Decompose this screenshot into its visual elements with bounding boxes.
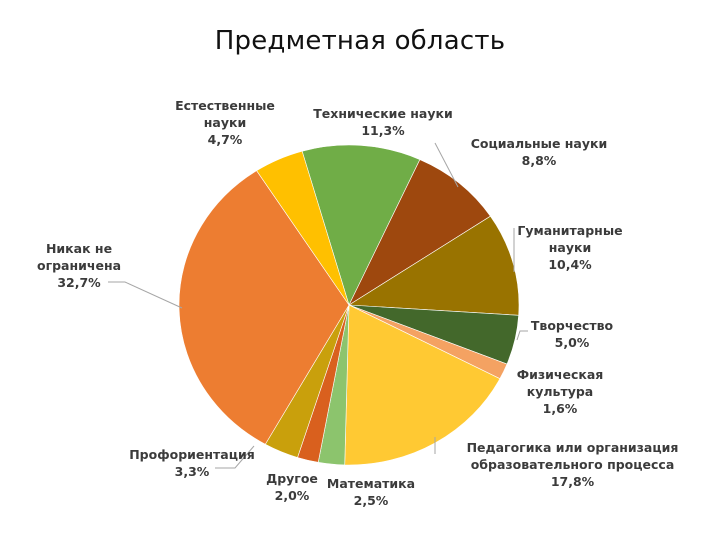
- label-value: 4,7%: [207, 132, 243, 147]
- label-text: ограничена: [36, 258, 122, 273]
- pie-slice: [301, 144, 421, 306]
- label-value: 11,3%: [361, 123, 405, 138]
- chart-title: Предметная область: [214, 26, 506, 56]
- pie-slices: [178, 144, 520, 466]
- label-math: Математика 2,5%: [316, 475, 426, 509]
- label-text: Другое: [266, 471, 318, 486]
- leader-line-career: [215, 445, 255, 469]
- label-value: 5,0%: [554, 335, 590, 350]
- label-text: Никак не: [45, 241, 113, 256]
- label-text: культура: [526, 384, 594, 399]
- pie-slice: [348, 159, 491, 306]
- label-physical: Физическая культура 1,6%: [510, 366, 610, 417]
- label-pedagogy: Педагогика или организация образовательн…: [460, 439, 685, 490]
- label-social: Социальные науки 8,8%: [464, 135, 614, 169]
- leader-line-social: [434, 142, 459, 188]
- label-text: Профориентация: [129, 447, 255, 462]
- label-text: образовательного процесса: [470, 457, 675, 472]
- label-text: Творчество: [530, 318, 614, 333]
- label-text: Математика: [326, 476, 416, 491]
- label-value: 17,8%: [550, 474, 595, 489]
- label-text: Педагогика или организация: [466, 440, 679, 455]
- label-technical: Технические науки 11,3%: [303, 105, 463, 139]
- leader-line-unlimited: [108, 281, 183, 309]
- label-text: Естественные: [175, 98, 275, 113]
- label-value: 1,6%: [542, 401, 578, 416]
- label-value: 10,4%: [548, 257, 592, 272]
- label-other: Другое 2,0%: [257, 470, 327, 504]
- label-text: Технические науки: [313, 106, 453, 121]
- leader-line-creativity: [516, 330, 528, 341]
- label-value: 2,5%: [353, 493, 389, 508]
- label-value: 2,0%: [274, 488, 310, 503]
- label-natural: Естественные науки 4,7%: [165, 97, 285, 148]
- label-value: 3,3%: [174, 464, 210, 479]
- label-text: Физическая: [516, 367, 604, 382]
- pie-slice: [348, 215, 520, 316]
- label-text: науки: [203, 115, 247, 130]
- pie-slice: [178, 170, 350, 445]
- pie-slice: [256, 150, 350, 306]
- label-unlimited: Никак не ограничена 32,7%: [24, 240, 134, 291]
- label-text: науки: [548, 240, 592, 255]
- label-value: 32,7%: [57, 275, 101, 290]
- label-value: 8,8%: [521, 153, 557, 168]
- leader-lines: [108, 142, 528, 469]
- label-text: Социальные науки: [470, 136, 608, 151]
- label-text: Гуманитарные: [517, 223, 623, 238]
- label-creativity: Творчество 5,0%: [522, 317, 622, 351]
- label-humanities: Гуманитарные науки 10,4%: [510, 222, 630, 273]
- label-career: Профориентация 3,3%: [122, 446, 262, 480]
